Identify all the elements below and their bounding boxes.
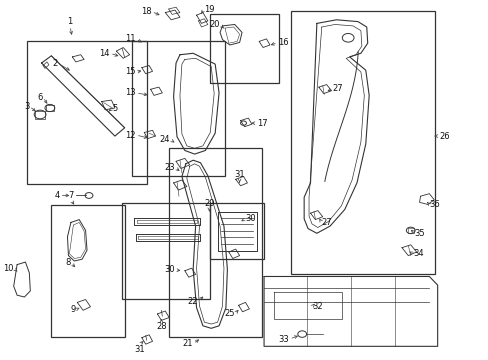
Text: 36: 36	[428, 200, 439, 209]
Bar	[168, 148, 261, 337]
Text: 5: 5	[112, 104, 118, 112]
Bar	[132, 41, 224, 176]
Text: 31: 31	[234, 170, 244, 179]
Text: 32: 32	[311, 302, 322, 311]
Text: 33: 33	[278, 335, 289, 343]
Bar	[122, 203, 210, 299]
Text: 31: 31	[134, 345, 144, 354]
Bar	[210, 14, 278, 83]
Text: 6: 6	[38, 93, 43, 102]
Text: 2: 2	[52, 58, 58, 68]
Bar	[290, 11, 434, 274]
Text: 23: 23	[164, 163, 175, 172]
Bar	[210, 203, 264, 259]
Text: 16: 16	[277, 38, 288, 47]
Text: 10: 10	[3, 264, 14, 273]
Text: 24: 24	[160, 135, 170, 144]
Text: 30: 30	[164, 266, 175, 274]
Text: 35: 35	[414, 229, 425, 238]
Text: 20: 20	[209, 20, 220, 29]
Text: 8: 8	[65, 258, 71, 267]
Text: 27: 27	[332, 84, 343, 93]
Text: 28: 28	[156, 322, 166, 331]
Text: 29: 29	[203, 199, 214, 208]
Text: 30: 30	[245, 214, 256, 223]
Bar	[51, 205, 124, 337]
Text: 9: 9	[70, 305, 76, 314]
Text: 3: 3	[24, 102, 29, 111]
Text: 17: 17	[256, 119, 267, 128]
Text: 13: 13	[125, 88, 136, 97]
Text: 11: 11	[125, 34, 136, 43]
Text: 27: 27	[321, 218, 332, 227]
Text: 22: 22	[187, 297, 198, 306]
Text: 15: 15	[125, 68, 136, 77]
Bar	[27, 41, 146, 184]
Text: 19: 19	[204, 4, 214, 13]
Text: 26: 26	[438, 132, 449, 140]
Text: 34: 34	[412, 249, 423, 258]
Text: 21: 21	[183, 339, 193, 348]
Text: 7: 7	[68, 191, 73, 200]
Text: 1: 1	[67, 17, 72, 26]
Text: 12: 12	[125, 130, 136, 139]
Text: 18: 18	[141, 7, 151, 16]
Text: 14: 14	[100, 49, 110, 58]
Text: 25: 25	[224, 309, 234, 318]
Text: 4: 4	[54, 191, 60, 200]
